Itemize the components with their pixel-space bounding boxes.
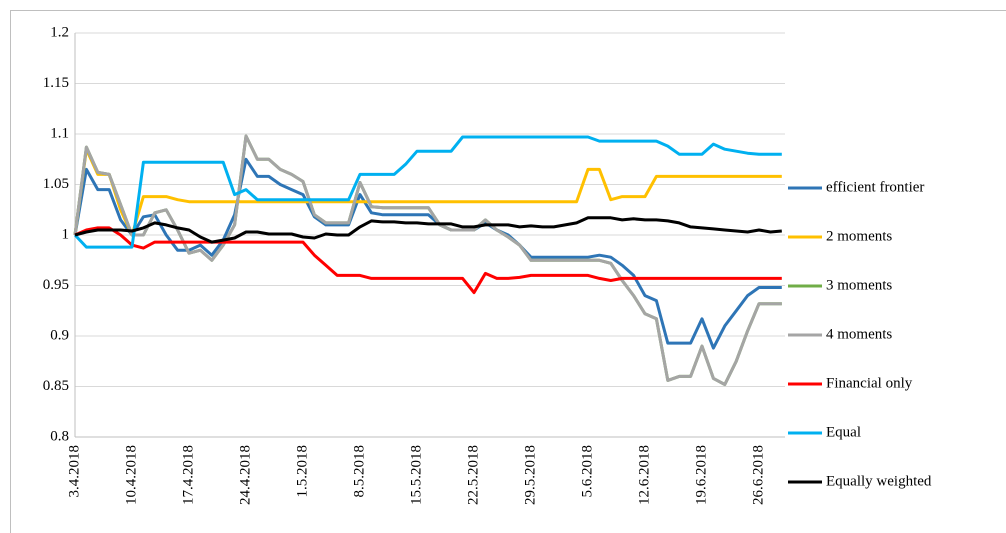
legend-label: efficient frontier — [826, 179, 924, 195]
x-tick-label: 1.5.2018 — [294, 445, 310, 498]
x-tick-label: 3.4.2018 — [66, 445, 82, 498]
x-tick-label: 12.6.2018 — [636, 445, 652, 505]
x-tick-label: 19.6.2018 — [693, 445, 709, 505]
legend-label: Financial only — [826, 375, 913, 391]
x-tick-label: 24.4.2018 — [237, 445, 253, 505]
x-tick-label: 17.4.2018 — [180, 445, 196, 505]
y-tick-label: 1.05 — [43, 176, 69, 192]
series-line — [74, 226, 782, 295]
legend-label: Equal — [826, 424, 861, 440]
series-line — [74, 216, 782, 244]
series-line — [73, 134, 782, 386]
x-tick-label: 22.5.2018 — [465, 445, 481, 505]
legend-label: Equally weighted — [826, 473, 932, 489]
x-tick-label: 29.5.2018 — [522, 445, 538, 505]
series-line — [73, 157, 782, 350]
legend-label: 2 moments — [826, 228, 892, 244]
y-tick-label: 0.8 — [50, 428, 69, 444]
y-tick-label: 0.9 — [50, 327, 69, 343]
x-tick-label: 5.6.2018 — [579, 445, 595, 498]
series-line — [73, 135, 782, 249]
y-tick-label: 1.2 — [50, 24, 69, 40]
series-line — [73, 134, 782, 386]
y-tick-label: 1 — [62, 226, 70, 242]
legend-label: 3 moments — [826, 277, 892, 293]
y-tick-label: 0.95 — [43, 277, 69, 293]
x-tick-label: 10.4.2018 — [123, 445, 139, 505]
chart-frame — [10, 10, 1006, 533]
x-tick-label: 8.5.2018 — [351, 445, 367, 498]
x-tick-label: 26.6.2018 — [750, 445, 766, 505]
legend-label: 4 moments — [826, 326, 892, 342]
y-tick-label: 0.85 — [43, 378, 69, 394]
y-tick-label: 1.15 — [43, 75, 69, 91]
y-tick-label: 1.1 — [50, 125, 69, 141]
x-tick-label: 15.5.2018 — [408, 445, 424, 505]
series-line — [73, 147, 782, 237]
